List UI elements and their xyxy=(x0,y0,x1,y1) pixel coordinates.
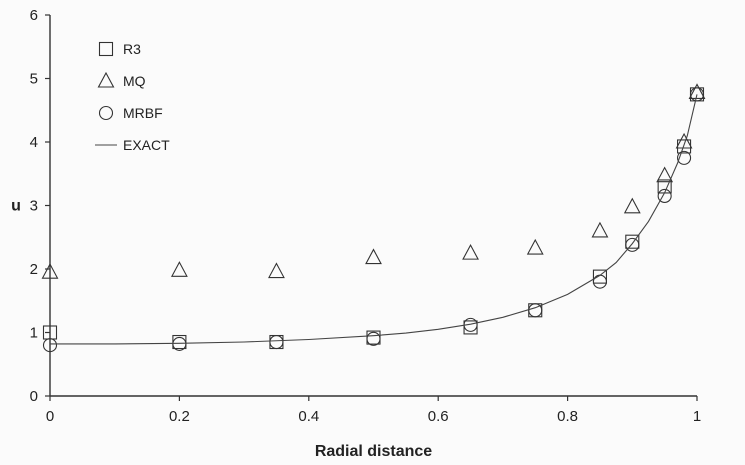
mq-point xyxy=(170,261,188,277)
mq-point xyxy=(462,243,479,260)
legend-exact-label: EXACT xyxy=(123,137,170,153)
x-tick-label: 0.6 xyxy=(428,408,449,425)
mq-point xyxy=(268,262,285,279)
x-tick-label: 0 xyxy=(46,408,54,425)
y-axis-title: u xyxy=(11,198,21,215)
mq-point xyxy=(591,221,609,238)
legend-mq-symbol xyxy=(97,71,115,88)
y-tick-label: 4 xyxy=(30,134,38,151)
legend-mrbf-label: MRBF xyxy=(123,105,163,121)
x-tick-label: 0.8 xyxy=(557,408,578,425)
legend-r3-symbol xyxy=(98,41,114,57)
mq-point xyxy=(675,132,693,149)
mrbf-point xyxy=(269,334,284,350)
legend-mrbf-symbol xyxy=(98,105,114,121)
mrbf-point xyxy=(42,338,58,353)
y-tick-label: 3 xyxy=(30,198,38,215)
x-tick-label: 0.4 xyxy=(298,408,319,425)
y-tick-label: 1 xyxy=(30,325,38,342)
mrbf-point xyxy=(172,336,187,351)
y-tick-label: 0 xyxy=(30,388,38,405)
mrbf-point xyxy=(657,188,672,204)
legend-r3-label: R3 xyxy=(123,41,141,57)
mq-point xyxy=(365,248,382,265)
mq-point xyxy=(41,263,59,279)
mrbf-point xyxy=(625,237,640,252)
legend-mq-label: MQ xyxy=(123,73,146,89)
mq-point xyxy=(526,238,544,255)
mrbf-point xyxy=(677,150,692,165)
mq-point xyxy=(656,166,674,183)
mrbf-point xyxy=(528,303,543,318)
exact-line xyxy=(50,94,698,345)
r3-point xyxy=(625,234,640,249)
y-tick-label: 5 xyxy=(30,71,38,88)
r3-point xyxy=(366,330,381,345)
mrbf-point xyxy=(689,87,705,102)
mq-point xyxy=(688,83,706,100)
y-tick-label: 2 xyxy=(30,261,38,278)
mrbf-point xyxy=(366,331,381,346)
r3-point xyxy=(592,269,608,284)
x-axis-title: Radial distance xyxy=(315,443,432,460)
x-tick-label: 0.2 xyxy=(169,408,190,425)
x-tick-label: 1 xyxy=(693,408,701,425)
y-tick-label: 6 xyxy=(30,7,38,24)
mq-point xyxy=(623,197,641,214)
mrbf-point xyxy=(592,274,608,289)
